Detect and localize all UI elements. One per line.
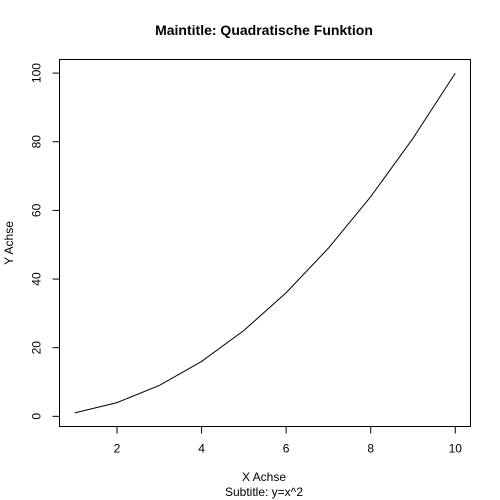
y-tick-label: 60	[30, 203, 44, 217]
x-axis-label: X Achse	[242, 470, 286, 484]
x-tick-label: 6	[283, 442, 290, 456]
y-tick-label: 80	[30, 135, 44, 149]
x-tick-label: 4	[198, 442, 205, 456]
x-tick-label: 10	[449, 442, 463, 456]
chart-title: Maintitle: Quadratische Funktion	[155, 22, 373, 38]
y-tick-label: 20	[30, 341, 44, 355]
plot-box	[59, 59, 471, 427]
y-tick-label: 0	[30, 413, 44, 420]
subtitle: Subtitle: y=x^2	[225, 485, 303, 499]
y-tick-label: 100	[30, 63, 44, 83]
y-tick-label: 40	[30, 272, 44, 286]
x-tick-label: 8	[367, 442, 374, 456]
x-tick-label: 2	[114, 442, 121, 456]
y-axis-label: Y Achse	[2, 221, 16, 265]
line	[74, 72, 456, 414]
